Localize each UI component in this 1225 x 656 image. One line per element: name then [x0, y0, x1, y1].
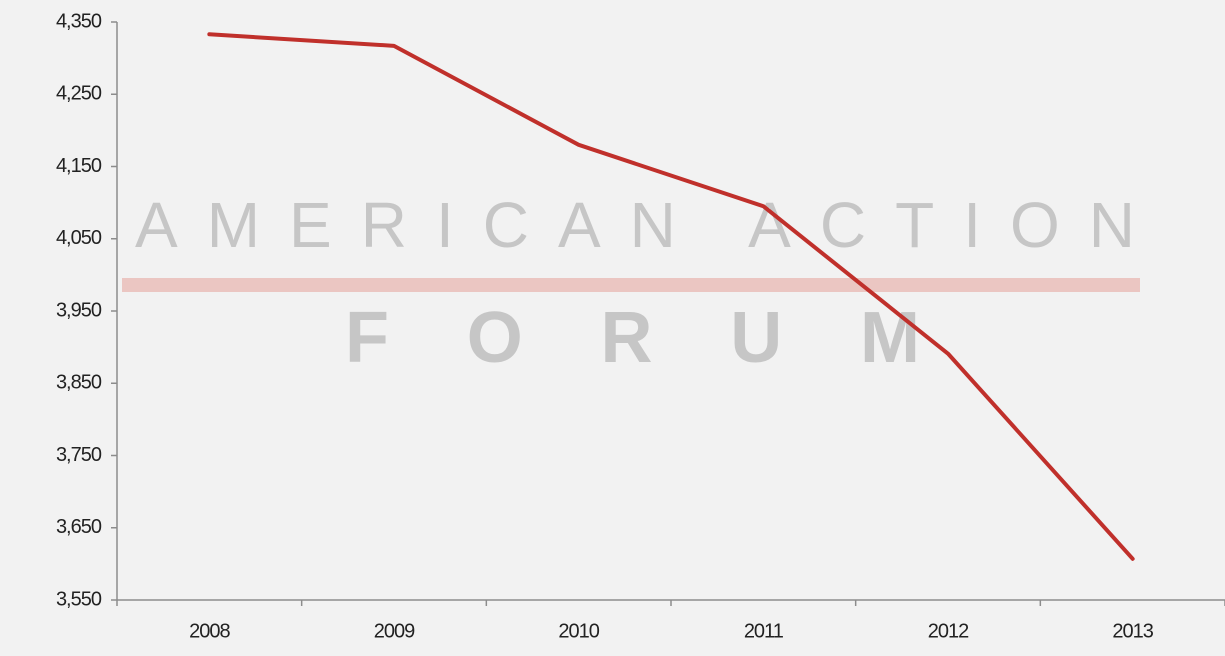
watermark-top: AMERICAN ACTION — [135, 189, 1135, 261]
y-tick-label: 4,150 — [56, 155, 102, 177]
y-tick-label: 3,950 — [56, 299, 102, 321]
x-tick-label: 2013 — [1112, 620, 1153, 642]
x-tick-label: 2009 — [374, 620, 415, 642]
y-tick-label: 3,850 — [56, 372, 102, 394]
x-tick-label: 2008 — [189, 620, 230, 642]
y-tick-label: 4,050 — [56, 227, 102, 249]
x-tick-label: 2012 — [928, 620, 969, 642]
y-tick-label: 4,350 — [56, 10, 102, 32]
x-tick-label: 2010 — [558, 620, 599, 642]
y-tick-label: 3,550 — [56, 588, 102, 610]
watermark-bar — [122, 278, 1140, 292]
y-tick-label: 3,750 — [56, 444, 102, 466]
y-tick-label: 4,250 — [56, 83, 102, 105]
line-series — [207, 32, 1135, 561]
x-tick-label: 2011 — [744, 620, 784, 642]
y-tick-label: 3,650 — [56, 516, 102, 538]
